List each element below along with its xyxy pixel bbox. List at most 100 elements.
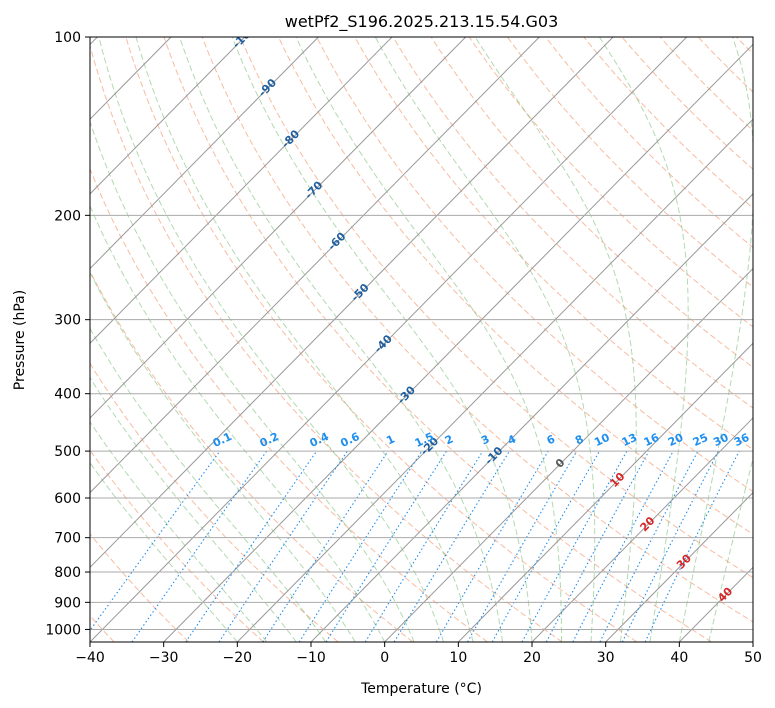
isotherm-line	[90, 37, 614, 569]
isotherm-line	[678, 566, 753, 642]
mixing-ratio-label: 16	[642, 431, 662, 449]
mixing-ratio-line	[364, 450, 484, 642]
moist-adiabat-line	[179, 37, 503, 642]
mixing-ratio-lines	[90, 450, 740, 642]
mixing-ratio-label: 2	[443, 432, 455, 447]
moist-adiabat-line	[678, 37, 753, 642]
isotherm-line	[90, 37, 540, 494]
isotherm-line	[163, 43, 753, 642]
plot-area: -100-90-80-70-60-50-40-30-20 -10 010203040…	[90, 37, 753, 642]
isotherms	[90, 37, 753, 642]
y-tick-label: 500	[54, 444, 81, 460]
y-tick-label: 800	[54, 565, 81, 581]
isotherm-line	[90, 37, 319, 270]
y-tick-label: 700	[54, 531, 81, 547]
mixing-ratio-label: 4	[506, 432, 519, 447]
isotherm-line	[90, 37, 393, 344]
isotherm-line	[531, 417, 753, 642]
mixing-ratio-line	[218, 450, 348, 642]
dry-adiabat-line	[545, 37, 753, 249]
dry-adiabat-line	[583, 37, 753, 209]
mixing-ratio-line	[262, 450, 389, 642]
mixing-ratio-label: 0.4	[308, 430, 331, 450]
dry-adiabat-line	[278, 37, 753, 535]
isotherm-line	[605, 491, 753, 642]
mixing-ratio-line	[90, 450, 221, 632]
y-tick-label: 100	[54, 30, 81, 46]
isotherm-line	[90, 37, 688, 642]
mixing-ratio-line	[185, 450, 318, 642]
isotherm-line	[384, 267, 753, 642]
x-tick-label: −10	[296, 650, 326, 666]
moist-adiabat-line	[90, 376, 297, 642]
isotherm-line	[236, 118, 753, 642]
y-axis-ticks: 100 200 300 400 500 600 700 800 900 1000	[45, 30, 90, 638]
x-tick-label: 40	[670, 650, 688, 666]
mixing-ratio-line	[298, 450, 423, 642]
x-tick-label: 30	[597, 650, 615, 666]
isopleth-labels: -100-90-80-70-60-50-40-30-20 -10 010203040…	[211, 37, 752, 605]
mixing-ratio-label: 6	[545, 432, 558, 447]
y-tick-label: 400	[54, 387, 81, 403]
isotherm-line	[90, 37, 246, 195]
dry-adiabat-line	[90, 167, 488, 642]
dry-adiabat-line	[430, 37, 753, 368]
moist-adiabat-line	[374, 37, 596, 642]
moist-adiabat-line	[90, 204, 386, 642]
dry-adiabat-line	[316, 37, 753, 493]
mixing-ratio-label: 25	[691, 431, 710, 449]
isotherm-line	[457, 342, 753, 642]
mixing-ratio-line	[325, 450, 448, 642]
x-tick-label: −30	[149, 650, 179, 666]
dry-adiabat-line	[659, 37, 753, 132]
mixing-ratio-label: 0.1	[211, 430, 234, 450]
mixing-ratio-label: 10	[592, 431, 612, 449]
x-axis-label: Temperature (°C)	[360, 681, 482, 697]
x-tick-label: 50	[744, 650, 762, 666]
moist-adiabat-line	[90, 421, 268, 642]
dry-adiabat-line	[697, 37, 753, 93]
dry-adiabat-line	[90, 449, 264, 642]
chart-title: wetPf2_S196.2025.213.15.54.G03	[285, 12, 559, 32]
isotherm-line	[90, 37, 467, 419]
x-tick-label: −20	[223, 650, 253, 666]
mixing-ratio-label: 36	[732, 431, 752, 449]
x-tick-label: 20	[523, 650, 541, 666]
moist-adiabat-line	[90, 271, 356, 642]
x-tick-label: −40	[75, 650, 105, 666]
dry-adiabat-line	[354, 37, 753, 451]
mixing-ratio-line	[644, 450, 740, 642]
moist-adiabat-line	[90, 327, 327, 642]
mixing-ratio-line	[621, 450, 719, 642]
mixing-ratio-line	[435, 450, 549, 642]
y-tick-label: 900	[54, 595, 81, 611]
moist-adiabat-line	[474, 37, 637, 642]
dry-adiabat-line	[736, 37, 753, 55]
mixing-ratio-label: 0.2	[258, 430, 281, 450]
dry-adiabat-line	[621, 37, 753, 170]
x-tick-label: 0	[380, 650, 389, 666]
moist-adiabat-line	[98, 37, 445, 642]
moist-adiabat-line	[90, 462, 238, 642]
moist-adiabat-line	[295, 37, 562, 642]
mixing-ratio-line	[545, 450, 650, 642]
mixing-ratio-label: 20	[666, 431, 686, 449]
mixing-ratio-line	[131, 450, 268, 642]
plot-frame	[89, 36, 754, 643]
mixing-ratio-label: 3	[479, 432, 491, 447]
isotherm-line	[310, 193, 753, 642]
dry-adiabat-line	[125, 37, 638, 642]
moist-adiabat-line	[135, 37, 474, 642]
mixing-ratio-label: 30	[711, 431, 731, 449]
series-line-dewpoint	[752, 457, 753, 459]
y-tick-label: 200	[54, 208, 81, 224]
y-tick-label: 1000	[45, 622, 81, 638]
pressure-gridlines	[90, 37, 753, 630]
moist-adiabat-line	[598, 37, 689, 642]
profile-series	[752, 457, 753, 459]
y-axis-label: Pressure (hPa)	[12, 290, 28, 390]
dry-adiabat-line	[90, 362, 339, 642]
mixing-ratio-label: 0.6	[338, 430, 361, 450]
mixing-ratio-label: 13	[620, 431, 639, 449]
